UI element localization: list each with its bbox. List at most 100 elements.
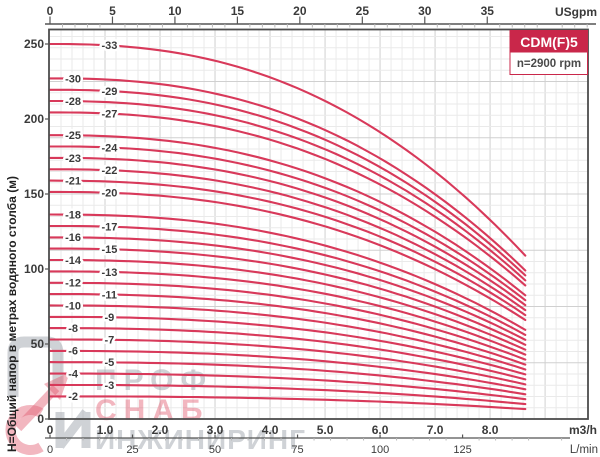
usgpm-tick-label: 25 bbox=[356, 4, 370, 18]
pump-curve bbox=[48, 236, 527, 341]
pump-curve bbox=[48, 99, 527, 282]
pump-curve bbox=[48, 77, 527, 272]
pump-curve bbox=[48, 361, 527, 396]
head-tick-label: 0 bbox=[37, 412, 44, 426]
pump-curve bbox=[48, 224, 527, 336]
usgpm-tick-label: 35 bbox=[481, 4, 495, 18]
m3h-tick-label: 2.0 bbox=[152, 423, 169, 437]
curve-label: -17 bbox=[101, 221, 117, 233]
model-header-bar bbox=[510, 30, 588, 53]
head-tick-label: 200 bbox=[24, 112, 44, 126]
curve-label: -27 bbox=[101, 108, 117, 120]
curve-label: -6 bbox=[68, 346, 78, 358]
curve-label: -23 bbox=[65, 153, 81, 165]
pump-curve bbox=[48, 88, 527, 277]
pump-curve bbox=[48, 213, 527, 331]
usgpm-unit-label: USgpm bbox=[555, 5, 597, 19]
curve-label: -21 bbox=[65, 176, 81, 188]
watermark-line-2: СНАБ bbox=[95, 394, 210, 427]
head-tick-label: 50 bbox=[31, 337, 45, 351]
m3h-axis: m3/h 0 1.0 2.0 3.0 4.0 5.0 6.0 7.0 8.0 bbox=[47, 423, 597, 437]
pump-curve bbox=[48, 134, 527, 297]
curve-label: -8 bbox=[68, 323, 78, 335]
pump-curve bbox=[48, 247, 527, 346]
model-name: CDM(F)5 bbox=[520, 34, 578, 50]
curve-label: -28 bbox=[65, 96, 81, 108]
curve-label: -7 bbox=[105, 335, 115, 347]
m3h-tick-label: 7.0 bbox=[427, 423, 444, 437]
pump-curve bbox=[48, 293, 527, 366]
usgpm-tick-label: 5 bbox=[109, 4, 116, 18]
m3h-tick-label: 3.0 bbox=[207, 423, 224, 437]
curve-label: -24 bbox=[101, 142, 118, 154]
pump-curve bbox=[48, 145, 527, 302]
curve-label: -20 bbox=[101, 188, 117, 200]
pump-curve bbox=[48, 338, 527, 386]
pump-curve bbox=[48, 349, 527, 391]
m3h-unit-label: m3/h bbox=[569, 423, 597, 437]
curve-label: -30 bbox=[65, 73, 81, 85]
lmin-tick-label: 125 bbox=[453, 444, 471, 456]
lmin-axis: L/min 0 25 50 75 100 125 bbox=[45, 434, 598, 456]
usgpm-tick-label: 10 bbox=[168, 4, 182, 18]
curve-label: -22 bbox=[101, 165, 117, 177]
head-tick-label: 100 bbox=[24, 262, 44, 276]
logo-p-glyph bbox=[7, 336, 64, 397]
curve-label: -9 bbox=[105, 312, 115, 324]
curve-label: -29 bbox=[101, 86, 117, 98]
pump-curve bbox=[48, 270, 527, 356]
head-axis: Н=Общий напор в метрах водяного столба (… bbox=[5, 37, 50, 452]
curve-label: -10 bbox=[65, 300, 81, 312]
pump-curve bbox=[48, 315, 527, 376]
m3h-tick-label: 8.0 bbox=[482, 423, 499, 437]
pump-curve bbox=[48, 42, 527, 257]
head-axis-title: Н=Общий напор в метрах водяного столба (… bbox=[5, 176, 19, 452]
pump-curves bbox=[48, 42, 527, 411]
curve-label: -18 bbox=[65, 209, 81, 221]
pump-curve bbox=[48, 281, 527, 361]
curve-label: -11 bbox=[102, 289, 117, 301]
usgpm-axis: USgpm 0 5 10 15 20 25 30 35 bbox=[45, 4, 597, 28]
pump-curve bbox=[48, 304, 527, 371]
usgpm-tick-label: 20 bbox=[293, 4, 307, 18]
watermark-line-3: ИНЖИНИРИНГ bbox=[95, 424, 306, 455]
pump-curve bbox=[48, 111, 527, 287]
watermark: ПРОФ СНАБ ИНЖИНИРИНГ bbox=[5, 336, 306, 455]
usgpm-tick-label: 0 bbox=[47, 4, 54, 18]
lmin-tick-label: 0 bbox=[47, 444, 53, 456]
usgpm-tick-label: 30 bbox=[418, 4, 432, 18]
watermark-line-1: ПРОФ bbox=[95, 364, 213, 397]
plot-border bbox=[48, 28, 589, 420]
m3h-tick-label: 6.0 bbox=[372, 423, 389, 437]
lmin-tick-label: 25 bbox=[126, 444, 138, 456]
logo-i-glyph bbox=[55, 409, 91, 449]
pump-curve bbox=[48, 395, 527, 411]
pump-curve bbox=[48, 258, 527, 351]
curve-label: -3 bbox=[105, 380, 115, 392]
pump-curve bbox=[48, 383, 527, 406]
curve-label: -25 bbox=[65, 130, 81, 142]
head-tick-label: 250 bbox=[24, 37, 44, 51]
curve-label: -4 bbox=[68, 368, 79, 380]
pump-curve bbox=[48, 327, 527, 381]
curve-label: -12 bbox=[65, 278, 81, 290]
pump-curve bbox=[48, 372, 527, 401]
pump-curve bbox=[48, 168, 527, 312]
lmin-tick-label: 100 bbox=[371, 444, 389, 456]
logo-c-glyph bbox=[5, 405, 44, 455]
pump-curve bbox=[48, 190, 527, 322]
usgpm-tick-label: 15 bbox=[231, 4, 245, 18]
lmin-tick-label: 50 bbox=[209, 444, 221, 456]
curve-label: -2 bbox=[68, 391, 78, 403]
lmin-tick-label: 75 bbox=[291, 444, 303, 456]
pump-curve bbox=[48, 156, 527, 307]
model-speed: n=2900 rpm bbox=[517, 58, 581, 70]
curve-label: -33 bbox=[101, 40, 117, 52]
m3h-tick-label: 4.0 bbox=[262, 423, 279, 437]
pump-curve-labels: -33 -30 -29 -28 -27 -25 -24 -23 -22 -21 -20 -18 -17 -… bbox=[63, 38, 121, 406]
model-info-box: CDM(F)5 n=2900 rpm bbox=[509, 30, 588, 75]
curve-label: -13 bbox=[101, 267, 117, 279]
curve-label: -16 bbox=[65, 232, 81, 244]
